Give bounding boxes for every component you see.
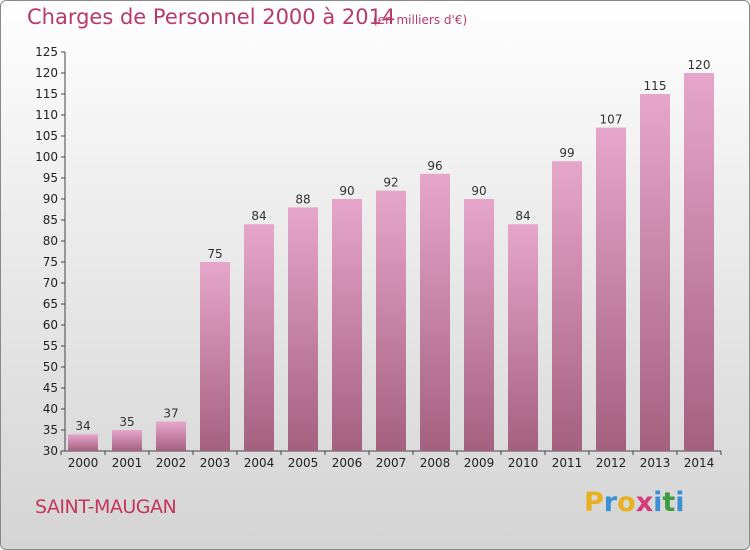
bar-2010 [508,224,538,451]
bar-2006 [332,199,362,451]
y-tick-label: 90 [43,192,58,206]
bar-2009 [464,199,494,451]
bar-2014 [684,73,714,451]
x-tick-label: 2009 [464,456,495,470]
x-tick-label: 2008 [420,456,451,470]
y-tick-label: 95 [43,171,58,185]
x-tick-label: 2010 [508,456,539,470]
x-axis: 2000 2001 2002 2003 2004 2005 2006 2007 2008 2009… [60,450,722,470]
logo-letter: x [635,487,654,518]
logo-letter: o [617,487,636,518]
bar-value-label: 90 [339,184,354,198]
bar-value-label: 115 [644,79,667,93]
bar-2004 [244,224,274,451]
bar-value-label: 120 [688,58,711,72]
y-tick-label: 125 [35,45,58,59]
bar-2008 [420,173,450,452]
bar-value-label: 88 [295,192,310,206]
x-tick-label: 2007 [376,456,407,470]
y-tick-label: 110 [35,108,58,122]
y-tick-label: 45 [43,381,58,395]
bar-value-label: 34 [75,419,90,433]
bar-value-label: 92 [383,176,398,190]
x-tick-label: 2012 [596,456,627,470]
y-tick-label: 75 [43,255,58,269]
x-tick-label: 2006 [332,456,363,470]
x-tick-label: 2001 [112,456,143,470]
logo-letter: t [662,487,676,518]
y-tick-label: 100 [35,150,58,164]
logo-letter: i [675,487,685,518]
bar-value-label: 96 [427,159,442,173]
proxiti-logo: Proxiti [584,487,685,518]
bar-2012 [596,127,626,451]
bar-value-label: 75 [207,247,222,261]
bar-value-label: 107 [600,113,623,127]
bar-2002 [156,421,186,451]
chart-title: Charges de Personnel 2000 à 2014 [27,5,396,29]
y-tick-label: 50 [43,360,58,374]
bar-2005 [288,207,318,451]
y-tick-label: 35 [43,423,58,437]
commune-name: SAINT-MAUGAN [35,496,177,518]
bar-value-label: 99 [559,146,574,160]
y-tick-label: 105 [35,129,58,143]
bar-2011 [552,161,582,451]
x-tick-label: 2011 [552,456,583,470]
bar-value-label: 90 [471,184,486,198]
bar-2013 [640,94,670,451]
bars: 34 35 37 75 84 88 90 92 96 90 84 99 107 115 120 [68,58,714,452]
x-tick-label: 2000 [68,456,99,470]
y-tick-label: 115 [35,87,58,101]
bar-2001 [112,430,142,451]
x-tick-label: 2005 [288,456,319,470]
chart-unit: (en milliers d'€) [373,13,468,27]
logo-letter: i [653,487,663,518]
bar-2000 [68,434,98,451]
logo-letter: r [603,487,618,518]
bar-value-label: 35 [119,415,134,429]
y-tick-label: 80 [43,234,58,248]
bar-value-label: 84 [515,209,530,223]
y-tick-label: 40 [43,402,58,416]
y-axis: 30 35 40 45 50 55 60 65 70 75 80 85 90 95 100 105 110 115… [35,45,66,458]
x-tick-label: 2002 [156,456,187,470]
y-tick-label: 85 [43,213,58,227]
y-tick-label: 65 [43,297,58,311]
x-tick-label: 2004 [244,456,275,470]
bar-value-label: 37 [163,407,178,421]
y-tick-label: 55 [43,339,58,353]
bar-2007 [376,190,406,451]
bar-2003 [200,262,230,451]
y-tick-label: 30 [43,444,58,458]
bar-value-label: 84 [251,209,266,223]
x-tick-label: 2013 [640,456,671,470]
x-tick-label: 2014 [684,456,715,470]
logo-letter: P [584,487,604,518]
y-tick-label: 70 [43,276,58,290]
y-tick-label: 60 [43,318,58,332]
x-tick-label: 2003 [200,456,231,470]
y-tick-label: 120 [35,66,58,80]
